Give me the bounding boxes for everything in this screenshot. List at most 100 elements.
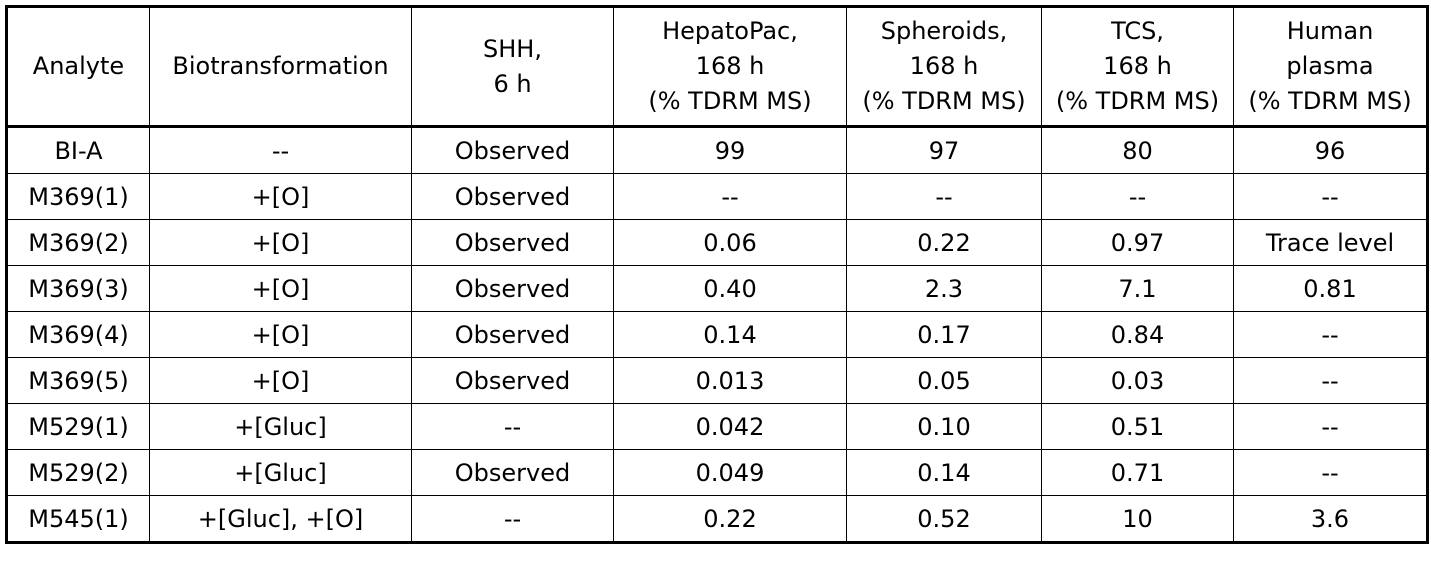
table-cell: -- <box>1233 357 1428 404</box>
header-line: TCS, <box>1111 17 1164 45</box>
table-cell: +[O] <box>149 173 412 220</box>
table-cell: 96 <box>1233 126 1428 174</box>
table-cell: M369(5) <box>6 357 150 404</box>
header-cell: TCS, 168 h (% TDRM MS) <box>1041 6 1234 128</box>
table-cell: +[Gluc], +[O] <box>149 495 412 543</box>
table-body: BI-A -- Observed 99 97 80 96 M369(1) +[O] Observe… <box>6 126 1428 543</box>
header-line: Spheroids, <box>880 17 1008 45</box>
table-cell: 2.3 <box>846 265 1042 312</box>
table-cell: 0.52 <box>846 495 1042 543</box>
table-cell: 0.05 <box>846 357 1042 404</box>
table-cell: 97 <box>846 126 1042 174</box>
header-line: SHH, <box>483 34 542 63</box>
table-cell: 0.71 <box>1041 449 1234 496</box>
table-cell: +[O] <box>149 311 412 358</box>
table-cell: -- <box>1041 173 1234 220</box>
table-row: M529(2) +[Gluc] Observed 0.049 0.14 0.71 -- <box>6 449 1428 496</box>
header-line: 168 h <box>695 52 765 80</box>
table-cell: 0.049 <box>613 449 847 496</box>
header-line: Analyte <box>32 52 125 80</box>
header-cell: Human plasma (% TDRM MS) <box>1233 6 1428 128</box>
table-cell: 0.03 <box>1041 357 1234 404</box>
table-cell: Observed <box>411 449 614 496</box>
table-cell: 0.14 <box>613 311 847 358</box>
table-cell: 0.013 <box>613 357 847 404</box>
table-cell: M369(1) <box>6 173 150 220</box>
header-cell: Biotransformation <box>149 6 412 128</box>
table-cell: 0.14 <box>846 449 1042 496</box>
header-cell: Analyte <box>6 6 150 128</box>
header-line: HepatoPac, <box>662 17 798 45</box>
table-cell: Trace level <box>1233 219 1428 266</box>
table-cell: 0.84 <box>1041 311 1234 358</box>
table-cell: M529(1) <box>6 403 150 450</box>
table-cell: 0.17 <box>846 311 1042 358</box>
table-cell: 0.97 <box>1041 219 1234 266</box>
table-row: M545(1) +[Gluc], +[O] -- 0.22 0.52 10 3.6 <box>6 495 1428 543</box>
header-cell: HepatoPac, 168 h (% TDRM MS) <box>613 6 847 128</box>
header-row: Analyte Biotransformation SHH, 6 h HepatoPac… <box>6 6 1428 128</box>
table-cell: -- <box>846 173 1042 220</box>
table-cell: +[O] <box>149 357 412 404</box>
table-cell: 0.51 <box>1041 403 1234 450</box>
table-header: Analyte Biotransformation SHH, 6 h HepatoPac… <box>6 6 1428 128</box>
table-cell: -- <box>411 403 614 450</box>
table-cell: 7.1 <box>1041 265 1234 312</box>
table-cell: 0.22 <box>846 219 1042 266</box>
table-cell: +[O] <box>149 219 412 266</box>
table-row: BI-A -- Observed 99 97 80 96 <box>6 126 1428 174</box>
table-cell: 3.6 <box>1233 495 1428 543</box>
data-table: Analyte Biotransformation SHH, 6 h HepatoPac… <box>5 5 1429 544</box>
table-row: M369(1) +[O] Observed -- -- -- -- <box>6 173 1428 220</box>
table-container: Analyte Biotransformation SHH, 6 h HepatoPac… <box>5 5 1429 544</box>
table-cell: Observed <box>411 173 614 220</box>
header-line: plasma <box>1286 52 1374 80</box>
header-line: Human <box>1286 17 1374 45</box>
header-line: 168 h <box>909 52 979 80</box>
table-cell: 0.22 <box>613 495 847 543</box>
header-line: (% TDRM MS) <box>1248 87 1412 115</box>
table-cell: -- <box>149 126 412 174</box>
table-cell: Observed <box>411 126 614 174</box>
table-cell: M369(2) <box>6 219 150 266</box>
table-cell: 99 <box>613 126 847 174</box>
table-cell: -- <box>1233 311 1428 358</box>
table-cell: Observed <box>411 357 614 404</box>
table-row: M369(2) +[O] Observed 0.06 0.22 0.97 Trace lev… <box>6 219 1428 266</box>
table-cell: M369(4) <box>6 311 150 358</box>
table-cell: Observed <box>411 265 614 312</box>
table-cell: 10 <box>1041 495 1234 543</box>
header-cell: SHH, 6 h <box>411 6 614 128</box>
table-row: M529(1) +[Gluc] -- 0.042 0.10 0.51 -- <box>6 403 1428 450</box>
header-line: (% TDRM MS) <box>862 87 1026 115</box>
table-cell: M545(1) <box>6 495 150 543</box>
table-cell: -- <box>1233 449 1428 496</box>
table-cell: 0.042 <box>613 403 847 450</box>
header-cell: Spheroids, 168 h (% TDRM MS) <box>846 6 1042 128</box>
table-cell: -- <box>613 173 847 220</box>
table-cell: M369(3) <box>6 265 150 312</box>
table-cell: +[O] <box>149 265 412 312</box>
table-cell: -- <box>1233 403 1428 450</box>
table-cell: +[Gluc] <box>149 449 412 496</box>
table-cell: 0.06 <box>613 219 847 266</box>
table-cell: Observed <box>411 311 614 358</box>
header-line: 6 h <box>493 69 532 98</box>
table-row: M369(3) +[O] Observed 0.40 2.3 7.1 0.81 <box>6 265 1428 312</box>
header-line: Biotransformation <box>172 52 389 80</box>
table-cell: 0.40 <box>613 265 847 312</box>
table-cell: -- <box>411 495 614 543</box>
table-cell: 0.81 <box>1233 265 1428 312</box>
header-line: (% TDRM MS) <box>648 87 812 115</box>
table-cell: 80 <box>1041 126 1234 174</box>
table-cell: +[Gluc] <box>149 403 412 450</box>
header-line: (% TDRM MS) <box>1055 87 1220 115</box>
table-cell: 0.10 <box>846 403 1042 450</box>
table-cell: M529(2) <box>6 449 150 496</box>
table-cell: -- <box>1233 173 1428 220</box>
table-cell: Observed <box>411 219 614 266</box>
table-row: M369(4) +[O] Observed 0.14 0.17 0.84 -- <box>6 311 1428 358</box>
header-line: 168 h <box>1103 52 1172 80</box>
table-row: M369(5) +[O] Observed 0.013 0.05 0.03 -- <box>6 357 1428 404</box>
